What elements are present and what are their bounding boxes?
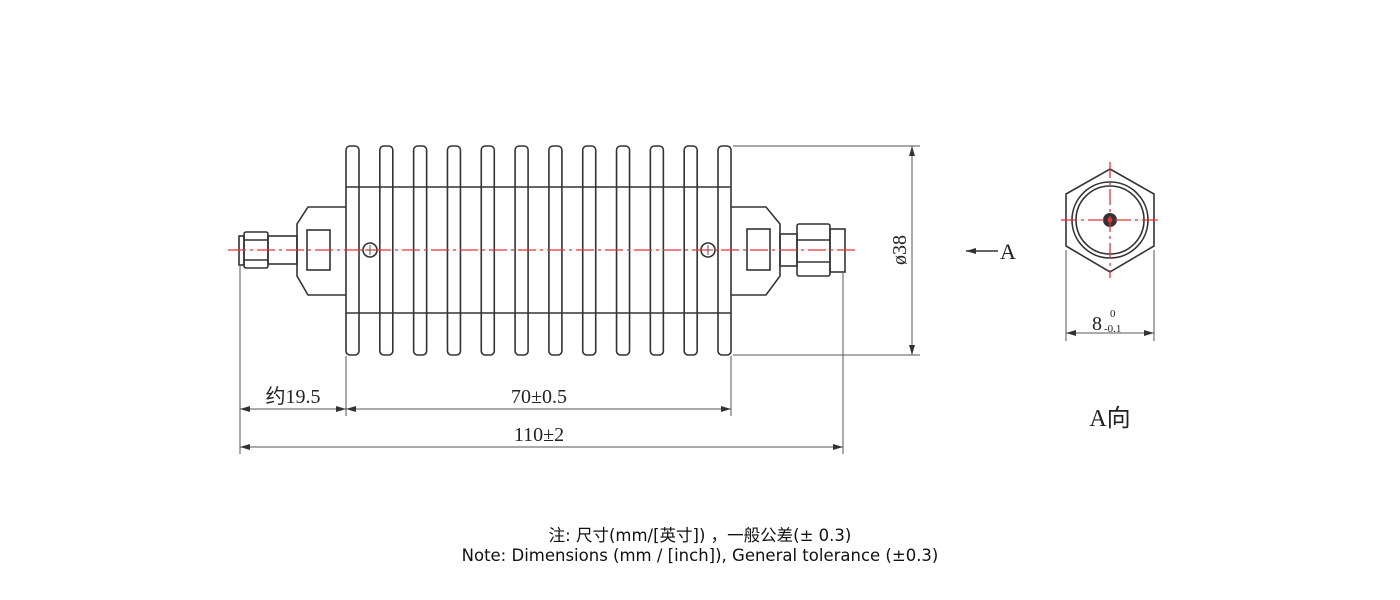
dim-hex-size: 8 xyxy=(1092,313,1102,335)
view-arrow-label: A xyxy=(1000,239,1016,264)
dim-total-length: 110±2 xyxy=(514,424,564,446)
view-arrow: A xyxy=(966,239,1016,264)
extension-lines xyxy=(239,145,920,454)
heatsink-body xyxy=(346,186,731,314)
view-label: A向 xyxy=(1089,405,1130,432)
note-zh: 注: 尺寸(mm/[英寸]) ，一般公差(± 0.3) xyxy=(548,526,852,545)
right-connector xyxy=(731,206,846,296)
dim-connector-length: 约19.5 xyxy=(266,385,321,408)
note-en: Note: Dimensions (mm / [inch]), General … xyxy=(461,546,939,565)
end-view-hex xyxy=(1061,162,1161,341)
dim-diameter: ø38 xyxy=(889,235,911,265)
dim-body-length: 70±0.5 xyxy=(511,386,567,408)
dim-hex-lower-tol: -0.1 xyxy=(1104,323,1121,335)
dim-hex-upper-tol: 0 xyxy=(1110,308,1116,320)
left-connector xyxy=(238,206,346,296)
